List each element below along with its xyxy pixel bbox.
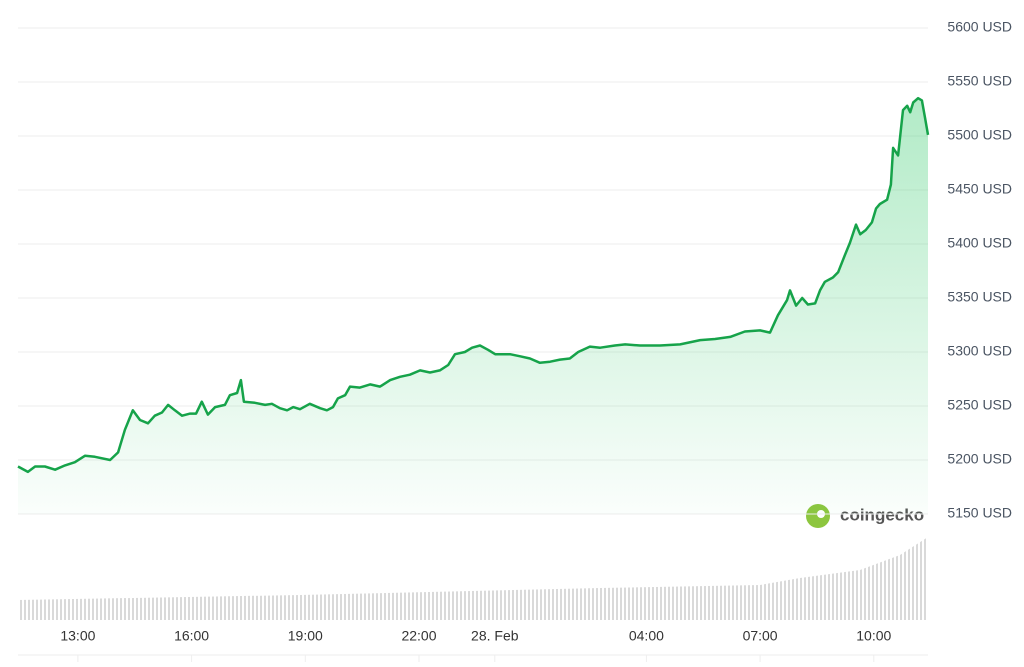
- y-tick-label: 5150 USD: [947, 505, 1012, 521]
- price-line: [17, 96, 930, 474]
- y-tick-label: 5550 USD: [947, 73, 1012, 89]
- x-tick-label: 04:00: [629, 628, 664, 644]
- x-tick-label: 22:00: [401, 628, 436, 644]
- y-tick-label: 5400 USD: [947, 235, 1012, 251]
- x-tick-label: 13:00: [60, 628, 95, 644]
- x-tick-label: 19:00: [288, 628, 323, 644]
- y-tick-label: 5250 USD: [947, 397, 1012, 413]
- y-tick-label: 5600 USD: [947, 19, 1012, 35]
- y-tick-label: 5300 USD: [947, 343, 1012, 359]
- x-tick-label: 07:00: [743, 628, 778, 644]
- y-tick-label: 5500 USD: [947, 127, 1012, 143]
- y-tick-label: 5450 USD: [947, 181, 1012, 197]
- x-tick-label: 16:00: [174, 628, 209, 644]
- volume-silhouette: [18, 537, 928, 620]
- y-tick-label: 5350 USD: [947, 289, 1012, 305]
- y-tick-label: 5200 USD: [947, 451, 1012, 467]
- x-tick-label: 28. Feb: [471, 628, 519, 644]
- x-tick-label: 10:00: [856, 628, 891, 644]
- area: [18, 98, 928, 514]
